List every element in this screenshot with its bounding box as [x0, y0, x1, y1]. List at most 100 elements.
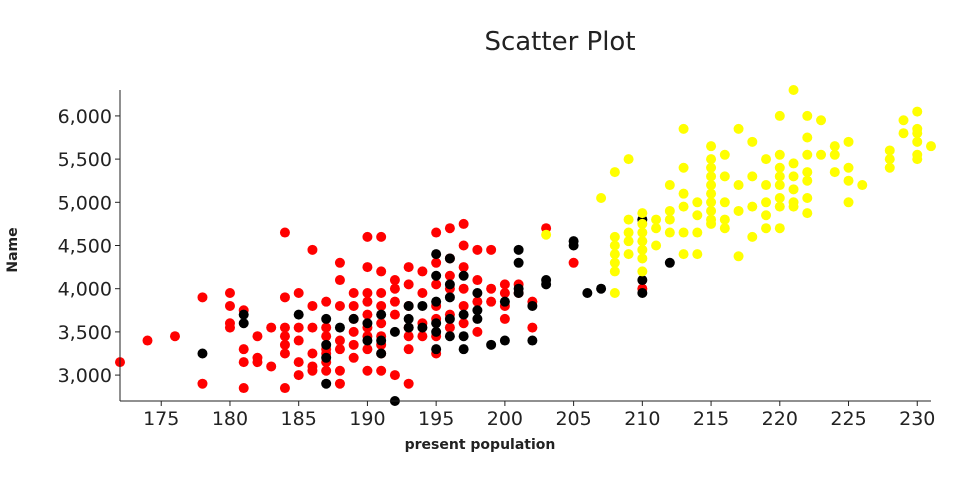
data-point	[376, 231, 387, 242]
data-point	[403, 300, 414, 311]
data-point	[802, 175, 813, 186]
data-point	[733, 123, 744, 134]
data-point	[678, 188, 689, 199]
series-3	[541, 85, 936, 299]
data-point	[389, 275, 400, 286]
data-point	[431, 257, 442, 268]
x-tick-label: 210	[624, 408, 660, 430]
x-tick-label: 200	[487, 408, 523, 430]
data-point	[747, 231, 758, 242]
data-point	[431, 279, 442, 290]
data-point	[884, 145, 895, 156]
data-point	[266, 361, 277, 372]
data-point	[692, 197, 703, 208]
data-point	[692, 249, 703, 260]
data-point	[761, 154, 772, 165]
data-point	[802, 110, 813, 121]
data-point	[706, 180, 717, 191]
data-point	[431, 318, 442, 329]
data-point	[307, 348, 318, 359]
data-point	[169, 331, 180, 342]
data-point	[293, 309, 304, 320]
data-point	[293, 357, 304, 368]
data-point	[431, 296, 442, 307]
data-point	[362, 365, 373, 376]
data-point	[761, 210, 772, 221]
data-point	[912, 154, 923, 165]
data-point	[651, 214, 662, 225]
data-point	[486, 296, 497, 307]
data-point	[334, 378, 345, 389]
data-point	[747, 171, 758, 182]
data-point	[816, 149, 827, 160]
data-point	[348, 326, 359, 337]
data-point	[678, 123, 689, 134]
data-point	[912, 106, 923, 117]
data-point	[486, 244, 497, 255]
data-point	[279, 331, 290, 342]
data-point	[541, 279, 552, 290]
data-point	[774, 180, 785, 191]
data-point	[788, 184, 799, 195]
data-point	[843, 197, 854, 208]
data-point	[719, 149, 730, 160]
data-point	[651, 240, 662, 251]
data-point	[774, 162, 785, 173]
x-tick-label: 175	[143, 408, 179, 430]
data-point	[376, 348, 387, 359]
data-point	[829, 167, 840, 178]
data-point	[197, 378, 208, 389]
data-point	[596, 192, 607, 203]
data-point	[664, 227, 675, 238]
x-tick-label: 220	[762, 408, 798, 430]
data-point	[513, 288, 524, 299]
series-1	[115, 218, 648, 394]
data-point	[472, 244, 483, 255]
data-point	[444, 279, 455, 290]
data-point	[417, 266, 428, 277]
data-point	[279, 292, 290, 303]
y-tick-label: 3,000	[58, 365, 112, 387]
data-point	[403, 262, 414, 273]
data-point	[499, 288, 510, 299]
data-point	[926, 141, 936, 152]
data-point	[857, 180, 868, 191]
data-point	[376, 365, 387, 376]
data-point	[238, 318, 249, 329]
data-point	[843, 175, 854, 186]
data-point	[444, 322, 455, 333]
data-point	[444, 253, 455, 264]
data-point	[637, 288, 648, 299]
data-point	[321, 322, 332, 333]
data-point	[719, 223, 730, 234]
data-point	[774, 201, 785, 212]
data-point	[843, 136, 854, 147]
data-point	[609, 266, 620, 277]
y-axis: 3,000 3,500 4,000 4,500 5,000 5,500 6,000	[58, 106, 120, 387]
y-tick-label: 6,000	[58, 106, 112, 128]
data-point	[472, 326, 483, 337]
data-point	[486, 339, 497, 350]
data-point	[307, 300, 318, 311]
data-point	[637, 275, 648, 286]
data-point	[376, 300, 387, 311]
data-point	[376, 266, 387, 277]
data-point	[733, 205, 744, 216]
data-point	[637, 244, 648, 255]
data-point	[499, 296, 510, 307]
data-point	[293, 288, 304, 299]
data-point	[774, 110, 785, 121]
data-point	[623, 154, 634, 165]
data-point	[197, 348, 208, 359]
data-point	[472, 296, 483, 307]
data-point	[692, 210, 703, 221]
data-point	[389, 370, 400, 381]
data-point	[458, 262, 469, 273]
data-point	[527, 300, 538, 311]
data-point	[774, 223, 785, 234]
data-point	[788, 171, 799, 182]
y-tick-label: 5,500	[58, 149, 112, 171]
data-point	[252, 331, 263, 342]
data-point	[733, 180, 744, 191]
data-point	[541, 229, 552, 240]
